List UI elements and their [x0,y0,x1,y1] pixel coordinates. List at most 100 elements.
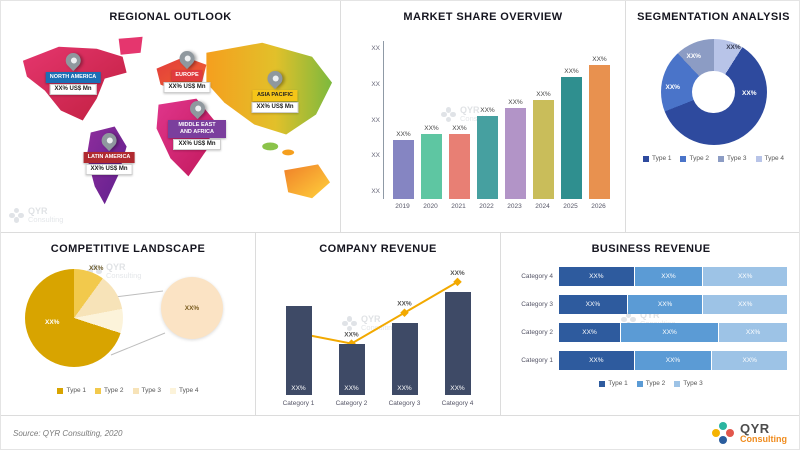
bar [589,65,610,199]
company-revenue-chart: XX%XX%XX%XX% XX% XX% XX% XX% Category 1C… [256,270,500,407]
stacked-bar: XX% XX% XX% [559,295,787,314]
bar-value-label: XX% [396,131,411,138]
x-axis-label: 2019 [395,203,410,210]
x-axis-label: Category 3 [388,400,421,407]
islands-sea [262,142,279,151]
y-axis-tick: XX [371,152,380,160]
legend-item: Type 3 [132,387,161,394]
bar-value-label: XX% [291,385,306,392]
exploded-slice: XX% [161,277,223,339]
x-axis-label: 2022 [479,203,494,210]
legend-item: Type 4 [170,387,199,394]
location-pin-icon [264,67,286,90]
row-category-label: Category 2 [521,329,553,336]
business-revenue-rows: Category 4 XX% XX% XX% Category 3 XX% XX%… [507,267,787,370]
qyr-consulting-logo: QYR Consulting [712,422,787,444]
bar [505,108,526,199]
region-label-latin-america: LATIN AMERICA [83,152,135,163]
company-revenue-categories: Category 1 Category 2 Category 3 Category 4 [272,400,484,407]
location-pin-icon [186,97,208,120]
stacked-bar: XX% XX% XX% [559,267,787,286]
legend-item: Type 3 [718,155,747,162]
bottom-row: COMPETITIVE LANDSCAPE QYR Consulting XX% … [1,233,799,416]
bar-value-label: XX% [592,56,607,63]
legend-swatch [636,380,643,387]
continent-asia [206,42,333,135]
panel-regional-outlook: REGIONAL OUTLOOK [1,1,341,233]
stacked-bar-row: Category 2 XX% XX% XX% [507,323,787,342]
legend-swatch [642,155,649,162]
legend-swatch [57,387,64,394]
source-note: Source: QYR Consulting, 2020 [13,428,123,438]
legend-swatch [94,387,101,394]
bar [561,77,582,199]
segment-label: XX% [657,301,673,308]
business-revenue-legend: Type 1 Type 2 Type 3 [501,380,799,387]
business-revenue-title: BUSINESS REVENUE [591,243,711,255]
continent-north-america [22,46,127,121]
stacked-bar-row: Category 4 XX% XX% XX% [507,267,787,286]
company-revenue-bar-group: XX% [383,275,427,395]
region-label-europe: EUROPE [171,70,203,81]
segment-label: XX% [745,329,761,336]
region-value-asia-pacific: XX% US$ Mn [251,101,299,113]
segment-label: XX% [737,301,753,308]
regional-outlook-title: REGIONAL OUTLOOK [109,11,232,23]
donut-slice-label: XX% [686,53,701,60]
x-axis-label: Category 2 [335,400,368,407]
market-share-bar-group: XX% [561,41,582,199]
market-share-title: MARKET SHARE OVERVIEW [403,11,563,23]
region-value-north-america: XX% US$ Mn [49,83,97,95]
islands-sea-2 [282,149,295,156]
bar-value-label: XX% [452,125,467,132]
legend-item: Type 1 [599,380,628,387]
region-label-asia-pacific: ASIA PACIFIC [252,90,298,101]
continent-australia [284,164,331,199]
y-axis-tick: XX [371,45,380,52]
stacked-segment: XX% [634,351,712,370]
row-category-label: Category 3 [521,301,553,308]
competitive-title: COMPETITIVE LANDSCAPE [50,243,206,255]
market-share-bar-group: XX% [421,41,442,199]
region-value-middle-east-africa: XX% US$ Mn [173,138,221,150]
x-axis-label: Category 1 [282,400,315,407]
legend-swatch [132,387,139,394]
bar [421,134,442,199]
market-share-bar-group: XX% [393,41,414,199]
market-share-bar-group: XX% [477,41,498,199]
company-revenue-bar-group: XX% [330,275,374,395]
x-axis-label: 2023 [507,203,522,210]
continent-greenland [118,36,143,55]
stacked-segment: XX% [559,323,621,342]
bar: XX% [444,292,471,395]
stacked-segment: XX% [627,295,703,314]
market-share-chart: XX XX XX XX XX XX% XX% XX% XX% XX% XX% XX% X… [371,41,613,210]
bar-value-label: XX% [397,385,412,392]
company-revenue-bar-group: XX% [277,275,321,395]
segmentation-donut-chart: XX% XX% XX% XX% [660,39,767,145]
legend-swatch [170,387,177,394]
bar [393,140,414,199]
y-axis-tick: XX [371,188,380,195]
stacked-segment: XX% [719,323,787,342]
segment-label: XX% [665,357,681,364]
segment-label: XX% [589,273,604,280]
location-pin-icon [98,129,120,152]
stacked-segment: XX% [559,267,634,286]
pie-slice-label: XX% [45,319,60,326]
stacked-segment: XX% [559,295,627,314]
segment-label: XX% [662,329,677,336]
donut-slice-label: XX% [665,83,680,91]
map-pin-europe: EUROPE XX% US$ Mn [163,47,211,93]
stacked-segment: XX% [621,323,719,342]
market-share-bar-group: XX% [449,41,470,199]
stacked-bar: XX% XX% XX% [559,351,787,370]
world-map: NORTH AMERICA XX% US$ Mn EUROPE XX% US$ … [1,25,340,232]
stacked-segment: XX% [703,267,787,286]
bar-value-label: XX% [424,125,439,132]
region-label-north-america: NORTH AMERICA [45,72,101,83]
panel-company-revenue: COMPANY REVENUE QYR Consulting XX% XX% XX% X… [256,233,501,416]
row-category-label: Category 1 [521,357,553,364]
